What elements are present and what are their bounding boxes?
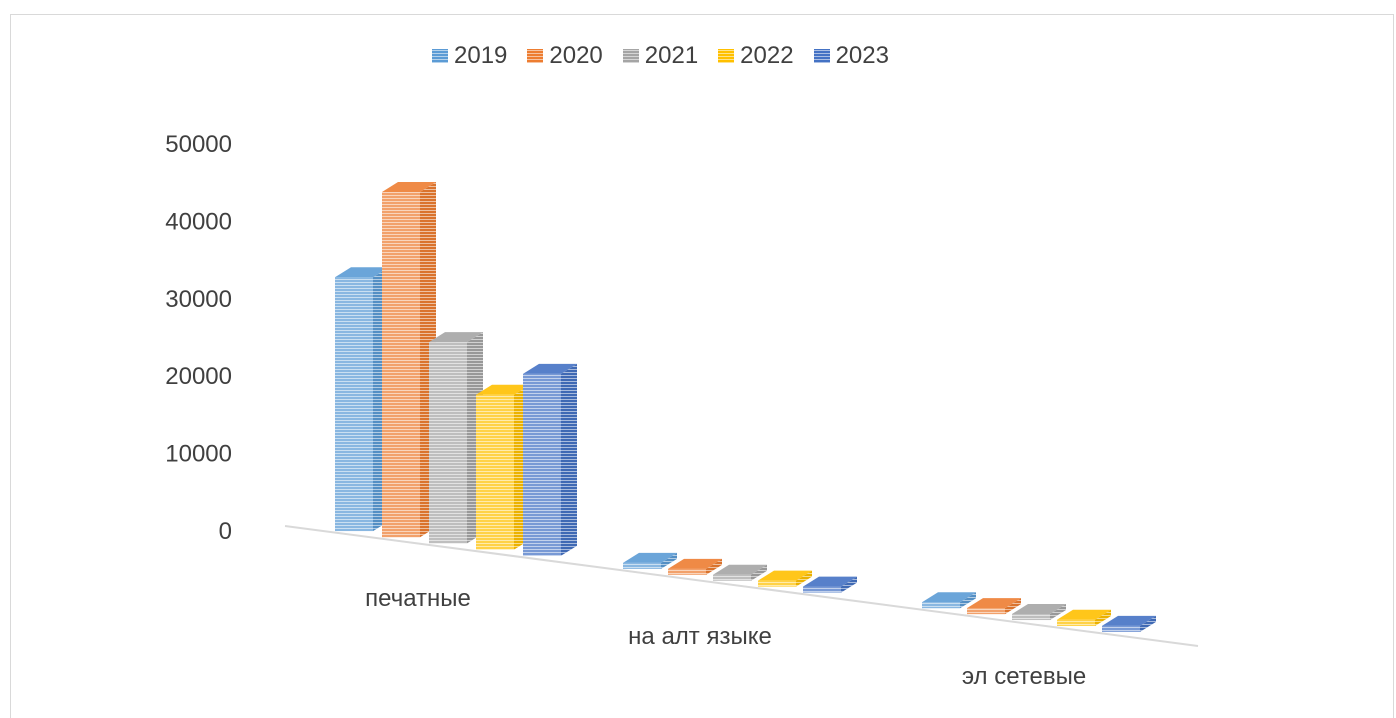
bar: [335, 267, 389, 532]
legend-label: 2019: [454, 42, 508, 69]
y-tick-label: 30000: [165, 286, 232, 313]
bar-side-hatch: [796, 570, 812, 587]
bar-front-hatch: [967, 608, 1005, 615]
chart-legend: 2019 2020 2021 2022 2023: [432, 42, 889, 70]
bar-front-hatch: [1102, 625, 1140, 632]
bar-side-hatch: [1050, 604, 1066, 621]
bar: [523, 363, 577, 556]
y-tick-label: 40000: [165, 208, 232, 235]
bar: [668, 558, 722, 575]
legend-item-2023: 2023: [813, 42, 889, 70]
bar-front-hatch: [1057, 619, 1095, 626]
bar: [713, 564, 767, 581]
bar-top: [476, 384, 530, 395]
legend-label: 2020: [549, 42, 603, 69]
y-tick-label: 10000: [165, 441, 232, 468]
chart-area: [10, 14, 1394, 718]
bar-top: [335, 267, 389, 278]
bar-side-hatch: [841, 576, 857, 593]
bar-top: [1102, 615, 1156, 626]
x-axis-line: [284, 525, 1199, 647]
bar-side-hatch: [706, 558, 722, 575]
y-tick-label: 0: [219, 518, 232, 545]
bar-side-hatch: [960, 592, 976, 609]
bar: [476, 384, 530, 550]
bar-top: [967, 598, 1021, 609]
legend-swatch: [432, 49, 448, 63]
bar-front-hatch: [382, 192, 420, 538]
legend-item-2021: 2021: [622, 42, 699, 70]
bar-top: [523, 363, 577, 374]
legend-item-2022: 2022: [718, 42, 794, 70]
bar-front-hatch: [523, 373, 561, 556]
bar-front-hatch: [803, 586, 841, 593]
bar-top: [713, 564, 767, 575]
bar: [967, 598, 1021, 615]
legend-item-2020: 2020: [527, 42, 603, 70]
bar: [1102, 615, 1156, 632]
legend-item-2019: 2019: [432, 42, 507, 70]
y-tick-label: 50000: [165, 131, 232, 158]
bar: [922, 592, 976, 609]
bar-side-hatch: [751, 564, 767, 581]
bar-side-hatch: [561, 363, 577, 556]
bar-top: [803, 576, 857, 587]
legend-label: 2023: [835, 42, 889, 69]
bar: [1057, 609, 1111, 626]
bar-side-hatch: [661, 552, 677, 569]
category-label: на алт языке: [628, 623, 772, 650]
y-tick-label: 20000: [165, 363, 232, 390]
bar-top: [429, 332, 483, 343]
bar: [382, 182, 436, 538]
legend-label: 2022: [740, 42, 794, 69]
bar: [803, 576, 857, 593]
bar-front-hatch: [922, 602, 960, 609]
bar-front-hatch: [668, 568, 706, 575]
bar: [758, 570, 812, 587]
bar-front-hatch: [1012, 614, 1050, 621]
legend-label: 2021: [644, 42, 699, 69]
bar-top: [1012, 604, 1066, 615]
bar-top: [1057, 609, 1111, 620]
bar-top: [623, 552, 677, 563]
bar-side-hatch: [1095, 609, 1111, 626]
bar: [1012, 604, 1066, 621]
bar-top: [382, 182, 436, 193]
legend-swatch: [718, 49, 735, 63]
bar-top: [922, 592, 976, 603]
bar-front-hatch: [429, 342, 467, 544]
bar-top: [668, 558, 722, 569]
bar-front-hatch: [758, 580, 796, 587]
bar: [623, 552, 677, 569]
category-label: эл сетевые: [962, 663, 1086, 690]
legend-swatch: [622, 49, 639, 63]
bar-top: [758, 570, 812, 581]
bar: [429, 332, 483, 544]
category-label: печатные: [365, 585, 471, 612]
bar-front-hatch: [476, 394, 514, 550]
bar-front-hatch: [713, 574, 751, 581]
legend-swatch: [527, 49, 544, 63]
bar-front-hatch: [623, 562, 661, 569]
bar-side-hatch: [1140, 615, 1156, 632]
bar-side-hatch: [1005, 598, 1021, 615]
legend-swatch: [813, 49, 830, 63]
bar-front-hatch: [335, 277, 373, 532]
